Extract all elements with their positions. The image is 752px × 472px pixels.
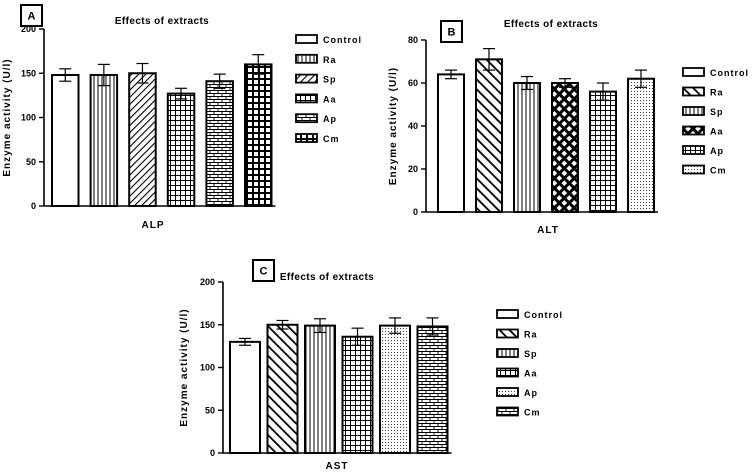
bar-aa bbox=[551, 82, 579, 213]
legend-label-sp: Sp bbox=[710, 107, 724, 117]
chart-panel-b: B Effects of extracts 0 20 40 60 80 Enzyme acti… bbox=[388, 19, 749, 236]
bar-ap bbox=[379, 324, 411, 455]
legend-label-control: Control bbox=[323, 35, 362, 45]
y-tick-label: 20 bbox=[408, 164, 418, 174]
chart-title: Effects of extracts bbox=[504, 19, 598, 30]
y-tick-label: 60 bbox=[408, 78, 418, 88]
legend-label-sp: Sp bbox=[524, 349, 538, 359]
legend-label-ra: Ra bbox=[323, 55, 337, 65]
x-axis-label: AST bbox=[326, 461, 349, 472]
legend-swatch-sp bbox=[682, 106, 705, 116]
legend-label-cm: Cm bbox=[524, 408, 541, 418]
bar-control bbox=[437, 73, 465, 214]
legend-swatch-aa bbox=[295, 93, 318, 104]
legend-label-ap: Ap bbox=[710, 146, 724, 156]
y-tick-label: 200 bbox=[200, 277, 215, 287]
y-tick-label: 100 bbox=[21, 113, 36, 123]
legend-swatch-ra bbox=[682, 86, 705, 97]
legend-swatch-ap bbox=[295, 113, 318, 124]
legend-label-cm: Cm bbox=[323, 134, 340, 144]
bar-cm bbox=[416, 325, 449, 454]
bar-control bbox=[229, 340, 261, 455]
y-tick-label: 80 bbox=[408, 35, 418, 45]
legend-label-control: Control bbox=[524, 310, 563, 320]
panel-label-box bbox=[20, 4, 43, 27]
legend-swatch-ra bbox=[295, 53, 318, 64]
y-axis-label: Enzyme activity (U/l) bbox=[388, 67, 399, 185]
panel-label-box bbox=[440, 20, 463, 43]
chart-panel-c: C Effects of extracts 0 50 100 150 200 Enzyme a… bbox=[179, 259, 563, 472]
bar-cm bbox=[627, 77, 655, 213]
bar-ra bbox=[475, 58, 503, 213]
y-axis-label: Enzyme activity (U/l) bbox=[2, 58, 13, 176]
legend-swatch-ap bbox=[496, 387, 519, 397]
legend-label-ra: Ra bbox=[524, 330, 538, 340]
y-tick-label: 100 bbox=[200, 363, 215, 373]
legend: Control Ra Sp Aa Ap Cm bbox=[295, 34, 362, 144]
legend-swatch-ra bbox=[496, 328, 519, 339]
bar-sp bbox=[128, 72, 157, 207]
chart-panel-a: A Effects of extracts 0 50 100 150 200 Enzyme a… bbox=[2, 4, 362, 231]
y-tick-label: 150 bbox=[200, 320, 215, 330]
y-tick-label: 0 bbox=[31, 201, 36, 211]
x-axis-label: ALP bbox=[142, 220, 165, 231]
y-tick-label: 40 bbox=[408, 121, 418, 131]
legend-swatch-cm bbox=[295, 133, 318, 143]
legend-swatch-cm bbox=[496, 406, 519, 417]
bar-aa bbox=[166, 92, 196, 207]
chart-title: Effects of extracts bbox=[115, 16, 209, 27]
legend-label-control: Control bbox=[710, 68, 749, 78]
legend: Control Ra Sp Aa Ap Cm bbox=[496, 309, 563, 418]
legend-swatch-cm bbox=[682, 164, 705, 175]
y-tick-label: 150 bbox=[21, 68, 36, 78]
legend-swatch-sp bbox=[295, 73, 318, 84]
y-tick-label: 0 bbox=[210, 448, 215, 458]
bar-control bbox=[51, 74, 80, 207]
panel-label: C bbox=[260, 266, 268, 278]
legend: Control Ra Sp Aa Ap Cm bbox=[682, 67, 749, 176]
bar-sp bbox=[304, 324, 336, 455]
chart-title: Effects of extracts bbox=[280, 272, 374, 283]
legend-swatch-control bbox=[682, 67, 705, 77]
legend-swatch-ap bbox=[682, 145, 705, 155]
legend-label-ap: Ap bbox=[323, 114, 337, 124]
bar-ra bbox=[266, 323, 299, 454]
legend-label-cm: Cm bbox=[710, 166, 727, 176]
legend-label-ap: Ap bbox=[524, 388, 538, 398]
y-tick-label: 50 bbox=[26, 157, 36, 167]
y-tick-label: 0 bbox=[413, 207, 418, 217]
legend-label-aa: Aa bbox=[710, 127, 724, 137]
panel-label: A bbox=[28, 11, 36, 23]
legend-swatch-aa bbox=[496, 367, 519, 378]
legend-label-aa: Aa bbox=[323, 94, 337, 104]
legend-label-ra: Ra bbox=[710, 88, 724, 98]
panel-label: B bbox=[448, 27, 456, 39]
bar-ap bbox=[589, 90, 617, 213]
bar-cm bbox=[244, 63, 273, 208]
x-axis-label: ALT bbox=[537, 225, 559, 236]
bar-ap bbox=[205, 80, 234, 207]
legend-label-aa: Aa bbox=[524, 369, 538, 379]
y-tick-label: 50 bbox=[205, 405, 215, 415]
panel-label-box bbox=[252, 259, 275, 282]
legend-swatch-control bbox=[496, 309, 519, 319]
legend-swatch-aa bbox=[682, 125, 705, 136]
bar-aa bbox=[341, 335, 374, 454]
bar-ra bbox=[89, 74, 119, 207]
y-tick-label: 200 bbox=[21, 24, 36, 34]
y-axis-label: Enzyme activity (U/l) bbox=[179, 308, 190, 426]
bar-sp bbox=[513, 82, 541, 213]
legend-swatch-sp bbox=[496, 348, 519, 358]
legend-label-sp: Sp bbox=[323, 75, 337, 85]
legend-swatch-control bbox=[295, 34, 318, 44]
